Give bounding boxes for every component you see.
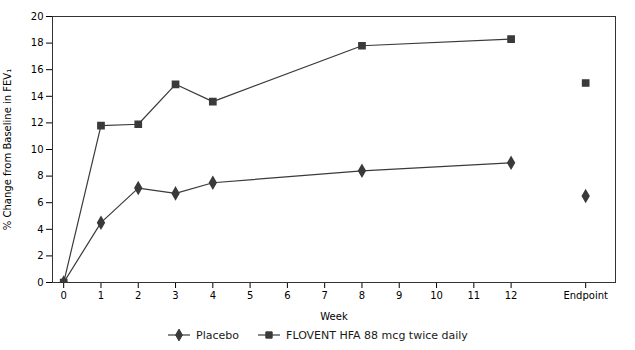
- svg-text:7: 7: [321, 290, 327, 301]
- svg-text:11: 11: [467, 290, 480, 301]
- svg-text:2: 2: [37, 250, 43, 261]
- svg-text:% Change from Baseline in FEV₁: % Change from Baseline in FEV₁: [2, 69, 13, 230]
- svg-text:6: 6: [37, 197, 43, 208]
- svg-text:3: 3: [172, 290, 178, 301]
- html-text:FLOVENT HFA 88 mcg twice daily: FLOVENT HFA 88 mcg twice daily: [286, 328, 468, 342]
- svg-text:8: 8: [37, 170, 43, 181]
- svg-text:16: 16: [31, 64, 44, 75]
- svg-text:10: 10: [430, 290, 443, 301]
- svg-text:14: 14: [31, 91, 44, 102]
- svg-text:10: 10: [31, 144, 44, 155]
- svg-text:4: 4: [37, 224, 43, 235]
- svg-text:20: 20: [31, 11, 44, 22]
- svg-text:18: 18: [31, 37, 44, 48]
- svg-text:12: 12: [31, 117, 44, 128]
- svg-text:12: 12: [505, 290, 518, 301]
- svg-text:5: 5: [247, 290, 253, 301]
- svg-text:1: 1: [98, 290, 104, 301]
- svg-text:9: 9: [396, 290, 402, 301]
- svg-text:6: 6: [284, 290, 290, 301]
- html-text:Placebo: Placebo: [196, 328, 240, 342]
- svg-text:2: 2: [135, 290, 141, 301]
- svg-text:0: 0: [60, 290, 66, 301]
- svg-text:0: 0: [37, 277, 43, 288]
- svg-text:Endpoint: Endpoint: [563, 290, 608, 301]
- svg-text:4: 4: [210, 290, 216, 301]
- svg-text:8: 8: [359, 290, 365, 301]
- svg-text:Week: Week: [320, 311, 348, 322]
